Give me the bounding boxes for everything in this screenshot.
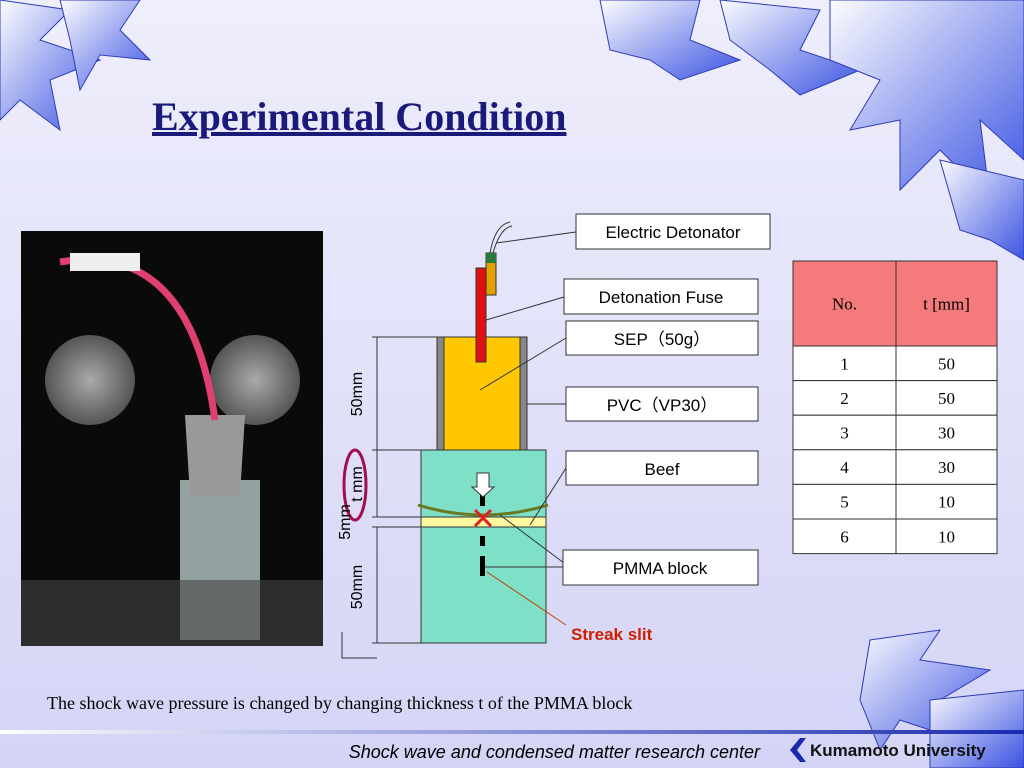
label: Beef bbox=[645, 460, 680, 479]
label: Electric Detonator bbox=[605, 223, 740, 242]
cell bbox=[895, 380, 998, 416]
cell-text: 2 bbox=[840, 389, 849, 408]
cell bbox=[792, 414, 897, 451]
footer-line bbox=[0, 730, 1024, 734]
dimension: t mm bbox=[349, 466, 366, 502]
dimension: 50mm bbox=[349, 372, 366, 416]
cell bbox=[895, 518, 998, 555]
title: Experimental Condition bbox=[152, 94, 566, 139]
label: PMMA block bbox=[613, 559, 708, 578]
label: PVC（VP30） bbox=[607, 396, 718, 415]
logo bbox=[790, 738, 806, 762]
footer-text: Shock wave and condensed matter research… bbox=[349, 742, 761, 762]
header-cell: No. bbox=[832, 295, 857, 314]
label: Detonation Fuse bbox=[599, 288, 724, 307]
dimension: 5mm bbox=[337, 504, 354, 540]
university: Kumamoto University bbox=[810, 741, 986, 760]
cell-text: 30 bbox=[938, 424, 955, 443]
cell-text: 4 bbox=[840, 458, 849, 477]
caption: The shock wave pressure is changed by ch… bbox=[47, 693, 632, 713]
cell-text: 6 bbox=[840, 527, 849, 546]
cell bbox=[792, 380, 897, 416]
cell-text: 1 bbox=[840, 354, 849, 373]
photo bbox=[21, 231, 323, 646]
cell-text: 50 bbox=[938, 354, 955, 373]
cell-text: 10 bbox=[938, 527, 955, 546]
label: Streak slit bbox=[571, 625, 653, 644]
dimension: 50mm bbox=[349, 565, 366, 609]
cell-text: 5 bbox=[840, 493, 849, 512]
header-row bbox=[792, 260, 998, 347]
cell-text: 50 bbox=[938, 389, 955, 408]
table: No. t [mm] 1 50 2 50 3 30 4 30 5 10 6 10 bbox=[792, 260, 998, 555]
cell bbox=[895, 414, 998, 451]
cell-text: 30 bbox=[938, 458, 955, 477]
header-cell: t [mm] bbox=[923, 295, 970, 314]
label: SEP（50g） bbox=[614, 330, 710, 349]
cell-text: 3 bbox=[840, 424, 849, 443]
diagram bbox=[341, 213, 771, 659]
cell bbox=[792, 449, 897, 485]
cell-text: 10 bbox=[938, 493, 955, 512]
